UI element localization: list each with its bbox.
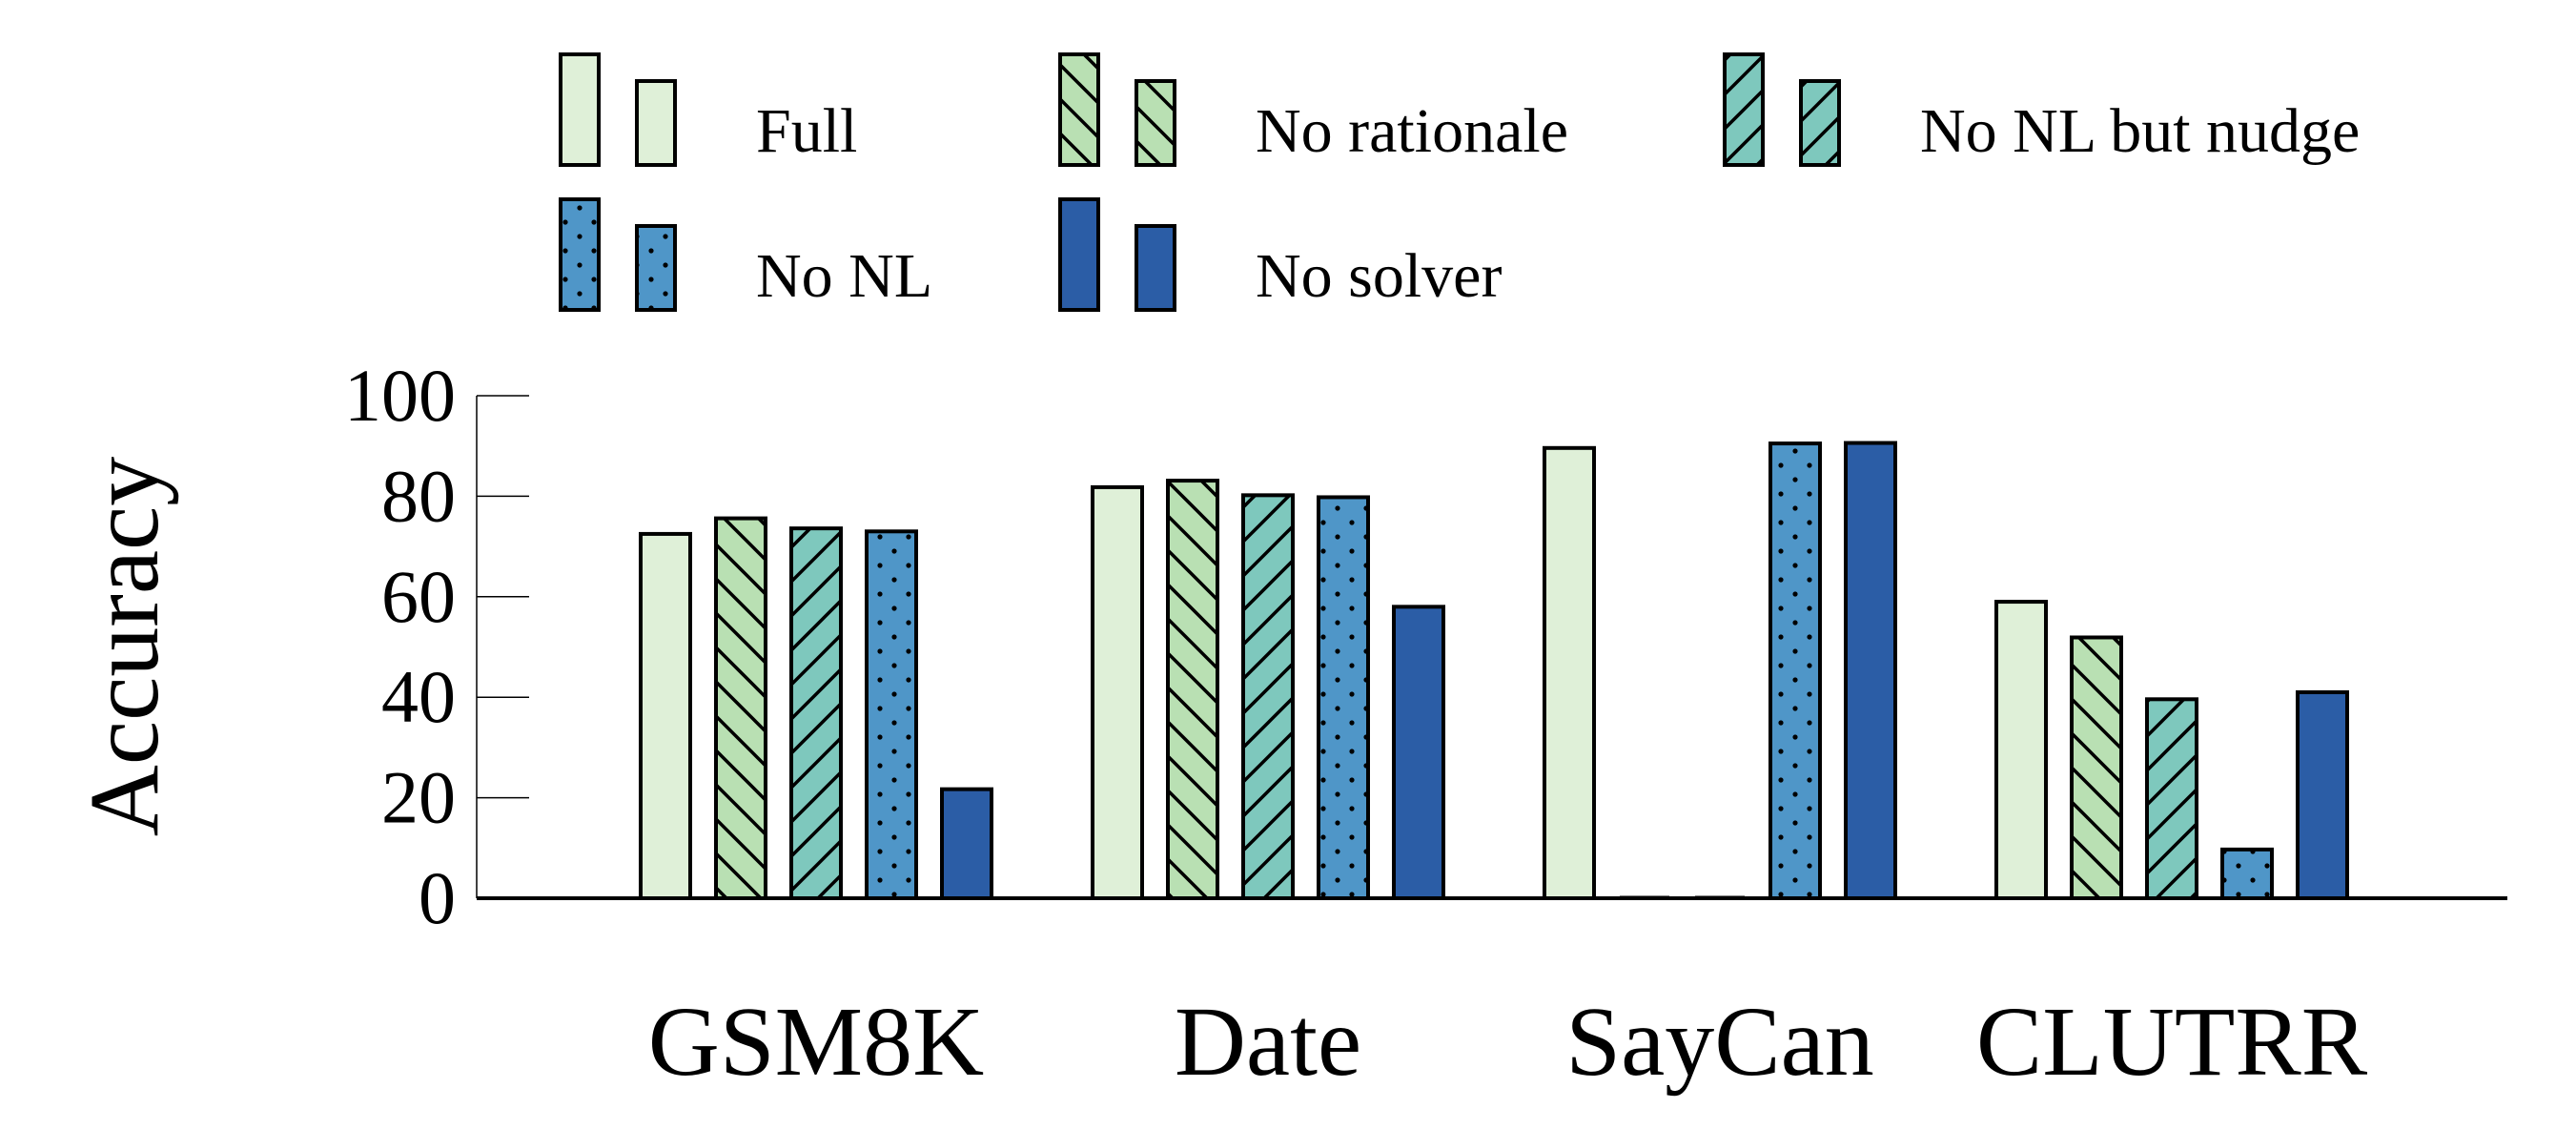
legend-swatch-pattern <box>1136 81 1175 165</box>
x-axis: GSM8K Date SayCan CLUTRR <box>477 896 2507 1097</box>
bar-group-date <box>1091 479 1445 901</box>
legend-swatch <box>559 52 601 167</box>
legend: Full No rationale No NL but nudge No NL No s… <box>559 52 2360 312</box>
bar-pattern <box>1243 495 1293 898</box>
bar-pattern <box>791 528 841 898</box>
bar-pattern <box>716 518 766 898</box>
legend-swatch-pattern <box>1060 54 1098 165</box>
bar-pattern <box>1319 497 1368 898</box>
legend-swatch <box>635 79 677 167</box>
bar <box>1994 600 2048 900</box>
legend-swatch <box>1135 224 1176 312</box>
legend-item: Full <box>559 52 857 167</box>
legend-label: No solver <box>1256 241 1502 311</box>
legend-label: Full <box>756 96 857 166</box>
bar-pattern <box>2147 699 2197 898</box>
bar <box>1543 445 1596 900</box>
y-tick-label: 0 <box>419 856 456 939</box>
bar <box>1392 605 1445 901</box>
bar-pattern <box>1770 443 1820 898</box>
legend-label: No rationale <box>1256 96 1568 166</box>
x-tick-label: CLUTRR <box>1976 987 2368 1097</box>
x-tick-label: GSM8K <box>648 987 985 1097</box>
bar <box>2296 689 2349 900</box>
legend-swatch <box>1058 197 1100 312</box>
bar <box>940 787 993 900</box>
bar-pattern <box>2072 637 2121 898</box>
y-tick-label: 40 <box>381 655 456 738</box>
bar <box>1091 484 1144 900</box>
y-tick-label: 20 <box>381 756 456 839</box>
legend-swatch-pattern <box>1801 81 1839 165</box>
bars <box>639 441 2349 901</box>
y-tick-label: 100 <box>344 354 456 437</box>
legend-label: No NL <box>756 241 932 311</box>
legend-label: No NL but nudge <box>1920 96 2360 166</box>
legend-item: No NL but nudge <box>1723 52 2360 167</box>
x-tick-label: Date <box>1175 987 1361 1097</box>
legend-item: No NL <box>559 197 932 312</box>
bar-pattern <box>2222 849 2272 898</box>
bar <box>639 531 692 900</box>
legend-item: No rationale <box>1058 52 1568 167</box>
x-tick-label: SayCan <box>1565 987 1874 1097</box>
legend-swatch-pattern <box>1725 54 1763 165</box>
bar-group-clutrr <box>1994 600 2349 900</box>
bar-group-saycan <box>1543 441 1897 900</box>
bar <box>1844 441 1897 900</box>
bar-pattern <box>867 531 916 898</box>
y-tick-label: 80 <box>381 454 456 537</box>
y-axis: 0 20 40 60 80 100 <box>344 354 529 939</box>
legend-swatch-pattern <box>637 226 675 310</box>
legend-swatch-pattern <box>561 199 599 310</box>
legend-item: No solver <box>1058 197 1502 312</box>
y-axis-title: Accuracy <box>70 457 179 836</box>
y-tick-label: 60 <box>381 555 456 638</box>
bar-pattern <box>1168 481 1217 898</box>
bar-group-gsm8k <box>639 516 993 900</box>
